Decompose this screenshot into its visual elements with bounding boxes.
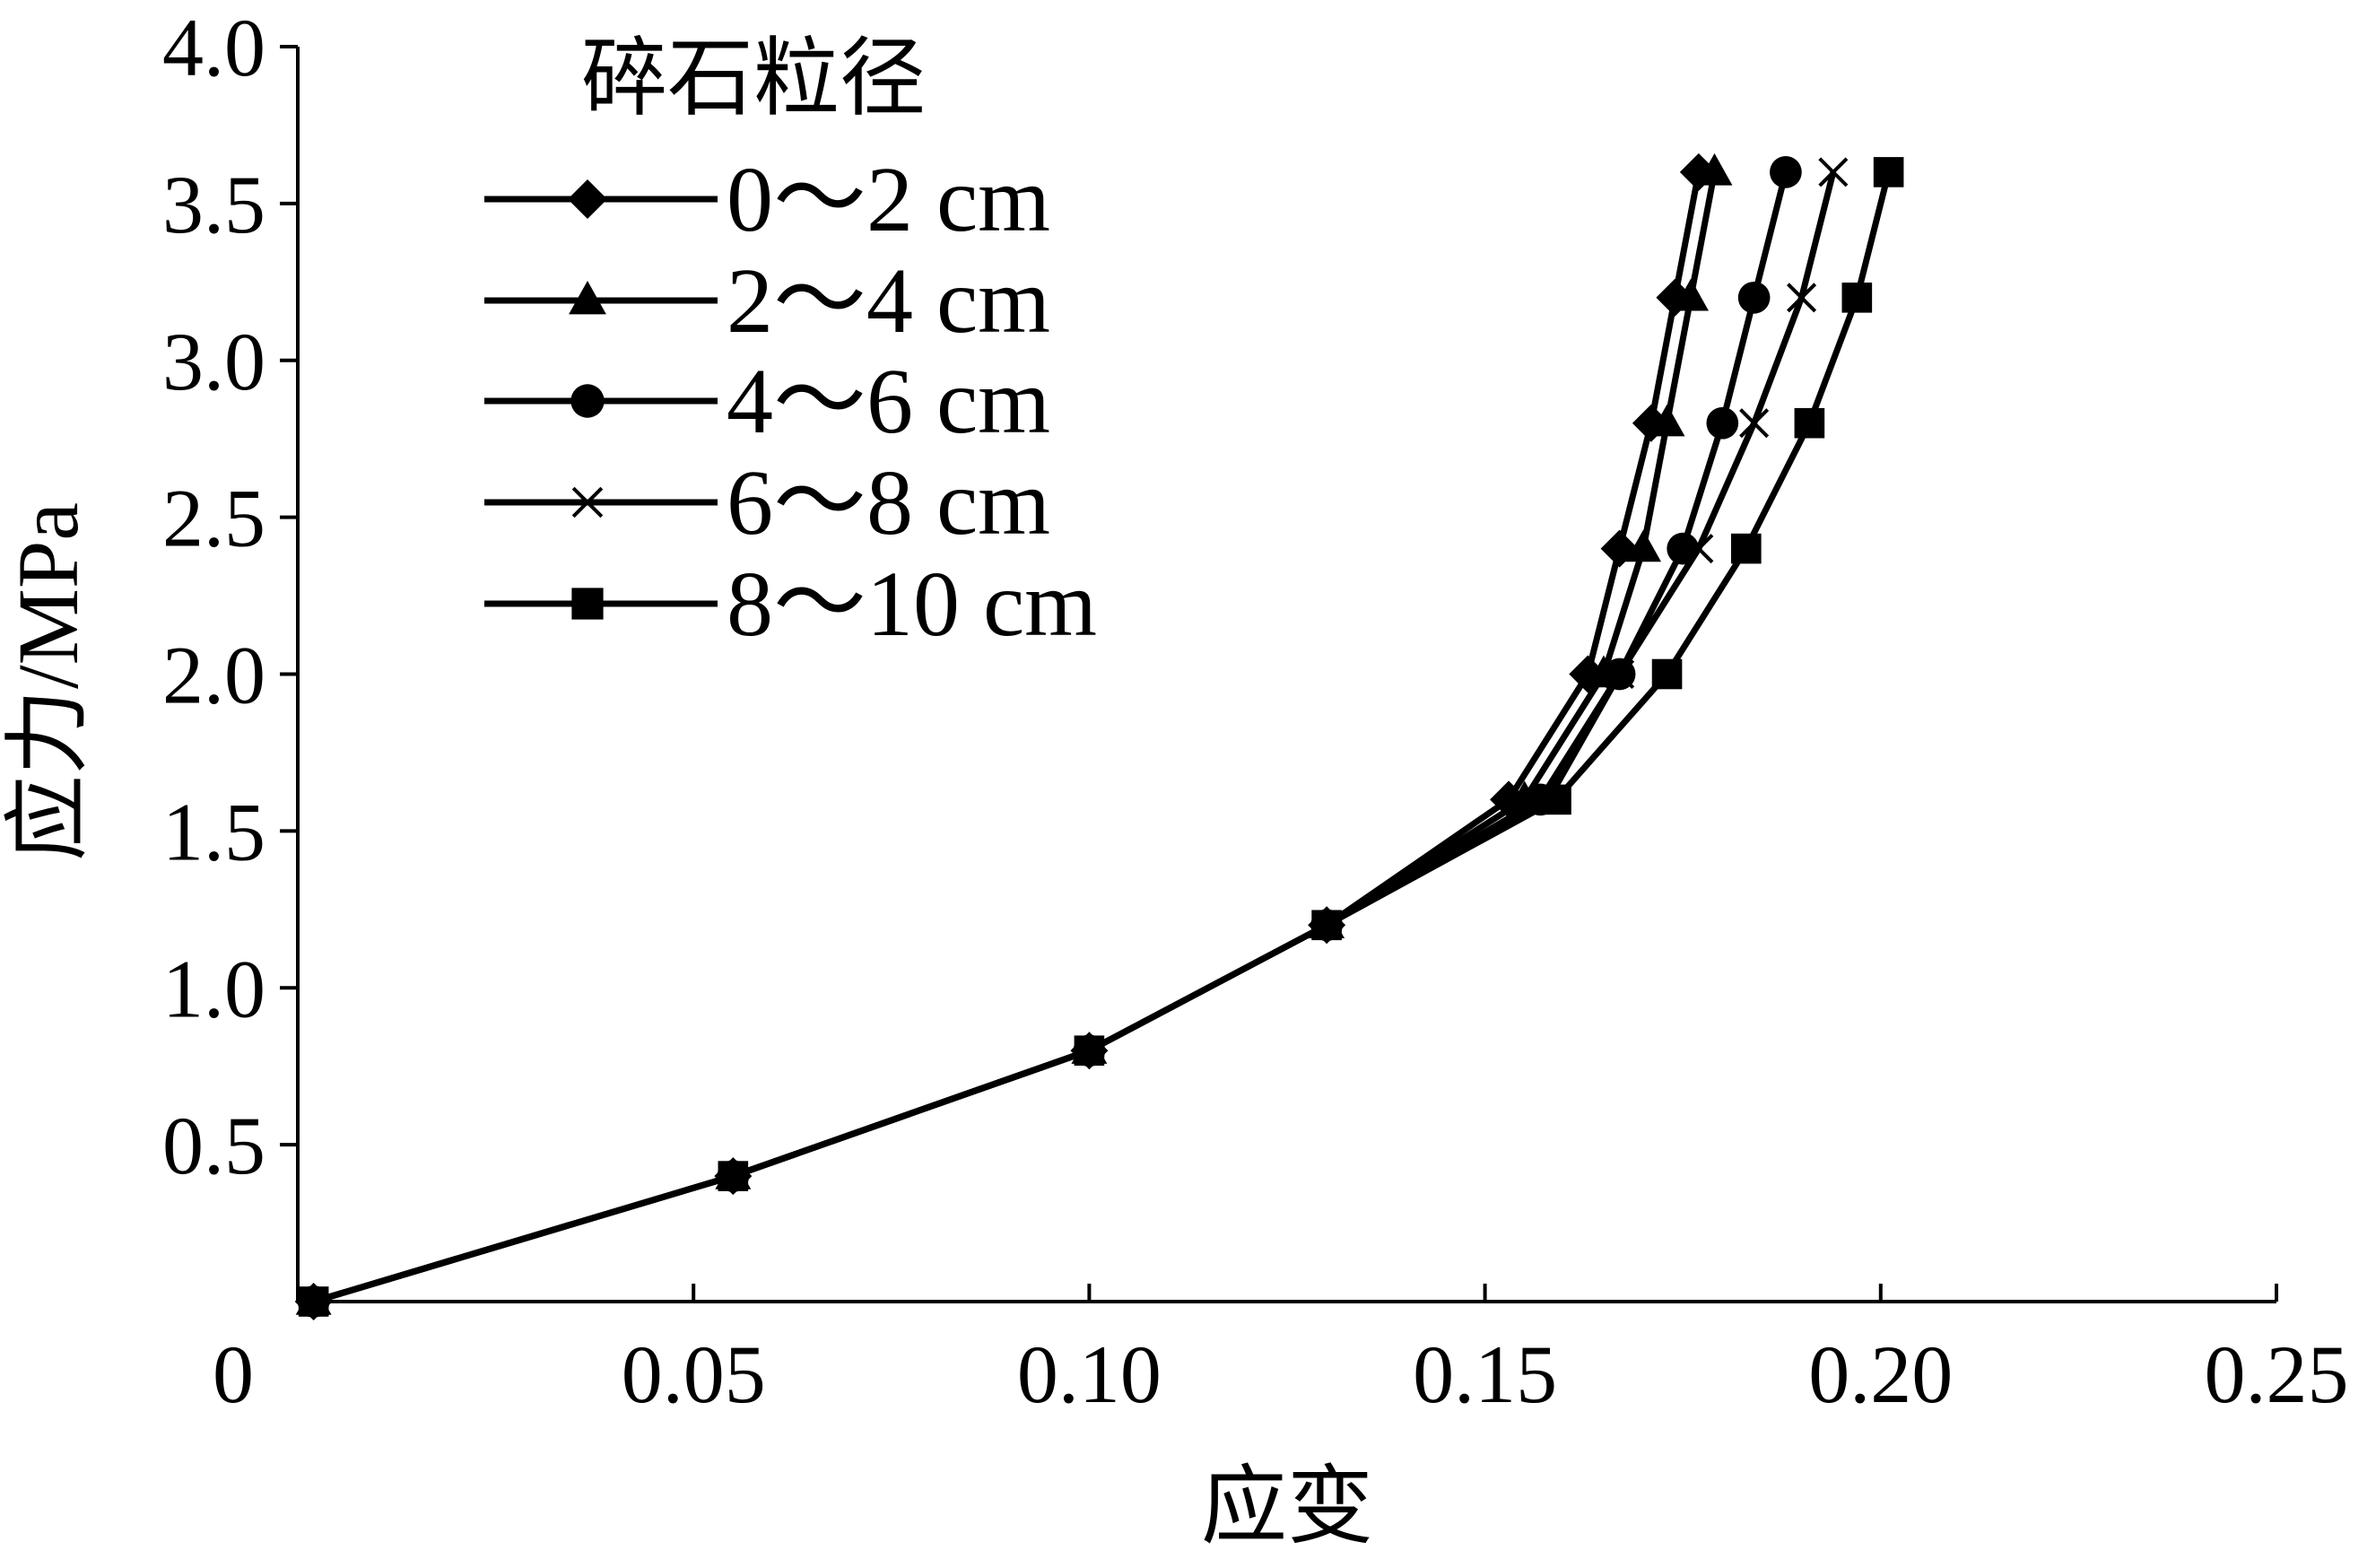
cross-stroke [1605,658,1635,690]
y-tick-label: 3.5 [162,159,265,250]
x-tick-label: 0 [213,1328,254,1420]
y-tick-label: 4.0 [162,2,265,93]
data-point [1794,407,1825,439]
data-point [1625,529,1662,562]
x-tick-label: 0.25 [2205,1328,2349,1420]
legend-marker [571,588,604,620]
legend-marker [571,486,604,518]
data-point [1841,283,1873,313]
legend-item: 2～4 cm [484,249,1050,353]
data-point [1605,658,1635,690]
data-point [1673,278,1709,311]
axes: 0 0.05 0.10 0.15 0.20 0.25 0.5 1.0 1.5 2.0 2.5 3.0 3… [162,2,2349,1420]
data-point [1074,1035,1105,1066]
data-point [1873,157,1904,187]
data-point [1818,157,1849,187]
series-line [312,171,1837,1305]
data-point [1649,404,1685,437]
data-point [1311,910,1342,941]
legend-marker [568,179,607,219]
legend-item: 6～8 cm [484,451,1050,554]
y-tick-label: 3.0 [162,316,265,407]
cross-stroke [1818,157,1849,187]
y-tick-label: 2.5 [162,473,265,564]
data-point [1684,534,1714,564]
data-point [1739,408,1770,439]
cross-stroke [1739,408,1770,439]
x-tick-label: 0.05 [622,1328,766,1420]
legend-item: 0～2 cm [484,148,1050,251]
series-layer [294,152,1904,1320]
legend-item: 4～6 cm [484,350,1050,453]
legend: 碎石粒径 0～2 cm2～4 cm4～6 cm6～8 cm8～10 cm [484,30,1097,656]
legend-marker [570,384,605,418]
data-point [718,1161,749,1191]
x-tick-label: 0.20 [1808,1328,1953,1420]
data-point [1651,658,1683,690]
legend-item: 8～10 cm [484,553,1097,656]
cross-stroke [1684,534,1714,564]
legend-label: 0～2 cm [727,148,1050,251]
x-tick-label: 0.15 [1413,1328,1557,1420]
data-point [1787,283,1817,313]
y-tick-label: 2.0 [162,630,265,721]
data-point [1730,533,1762,564]
data-point [1737,281,1771,314]
legend-marker [569,281,606,315]
y-axis-title: 应力/MPa [0,502,96,861]
y-tick-label: 1.0 [162,943,265,1034]
legend-label: 8～10 cm [727,553,1097,656]
data-point [1770,156,1802,188]
data-point [1706,406,1739,440]
cross-stroke [1787,283,1817,313]
y-tick-label: 1.5 [162,786,265,877]
legend-label: 4～6 cm [727,350,1050,453]
data-point [1541,784,1571,815]
data-point [298,1286,329,1317]
data-point [1696,152,1733,186]
y-tick-label: 0.5 [162,1100,265,1191]
x-axis-title: 应变 [1201,1459,1373,1555]
series-line [312,171,1893,1305]
cross-stroke [571,486,604,518]
series-square [298,157,1904,1317]
legend-label: 6～8 cm [727,451,1050,554]
legend-label: 2～4 cm [727,249,1050,353]
legend-title: 碎石粒径 [581,30,926,126]
x-tick-label: 0.10 [1017,1328,1162,1420]
